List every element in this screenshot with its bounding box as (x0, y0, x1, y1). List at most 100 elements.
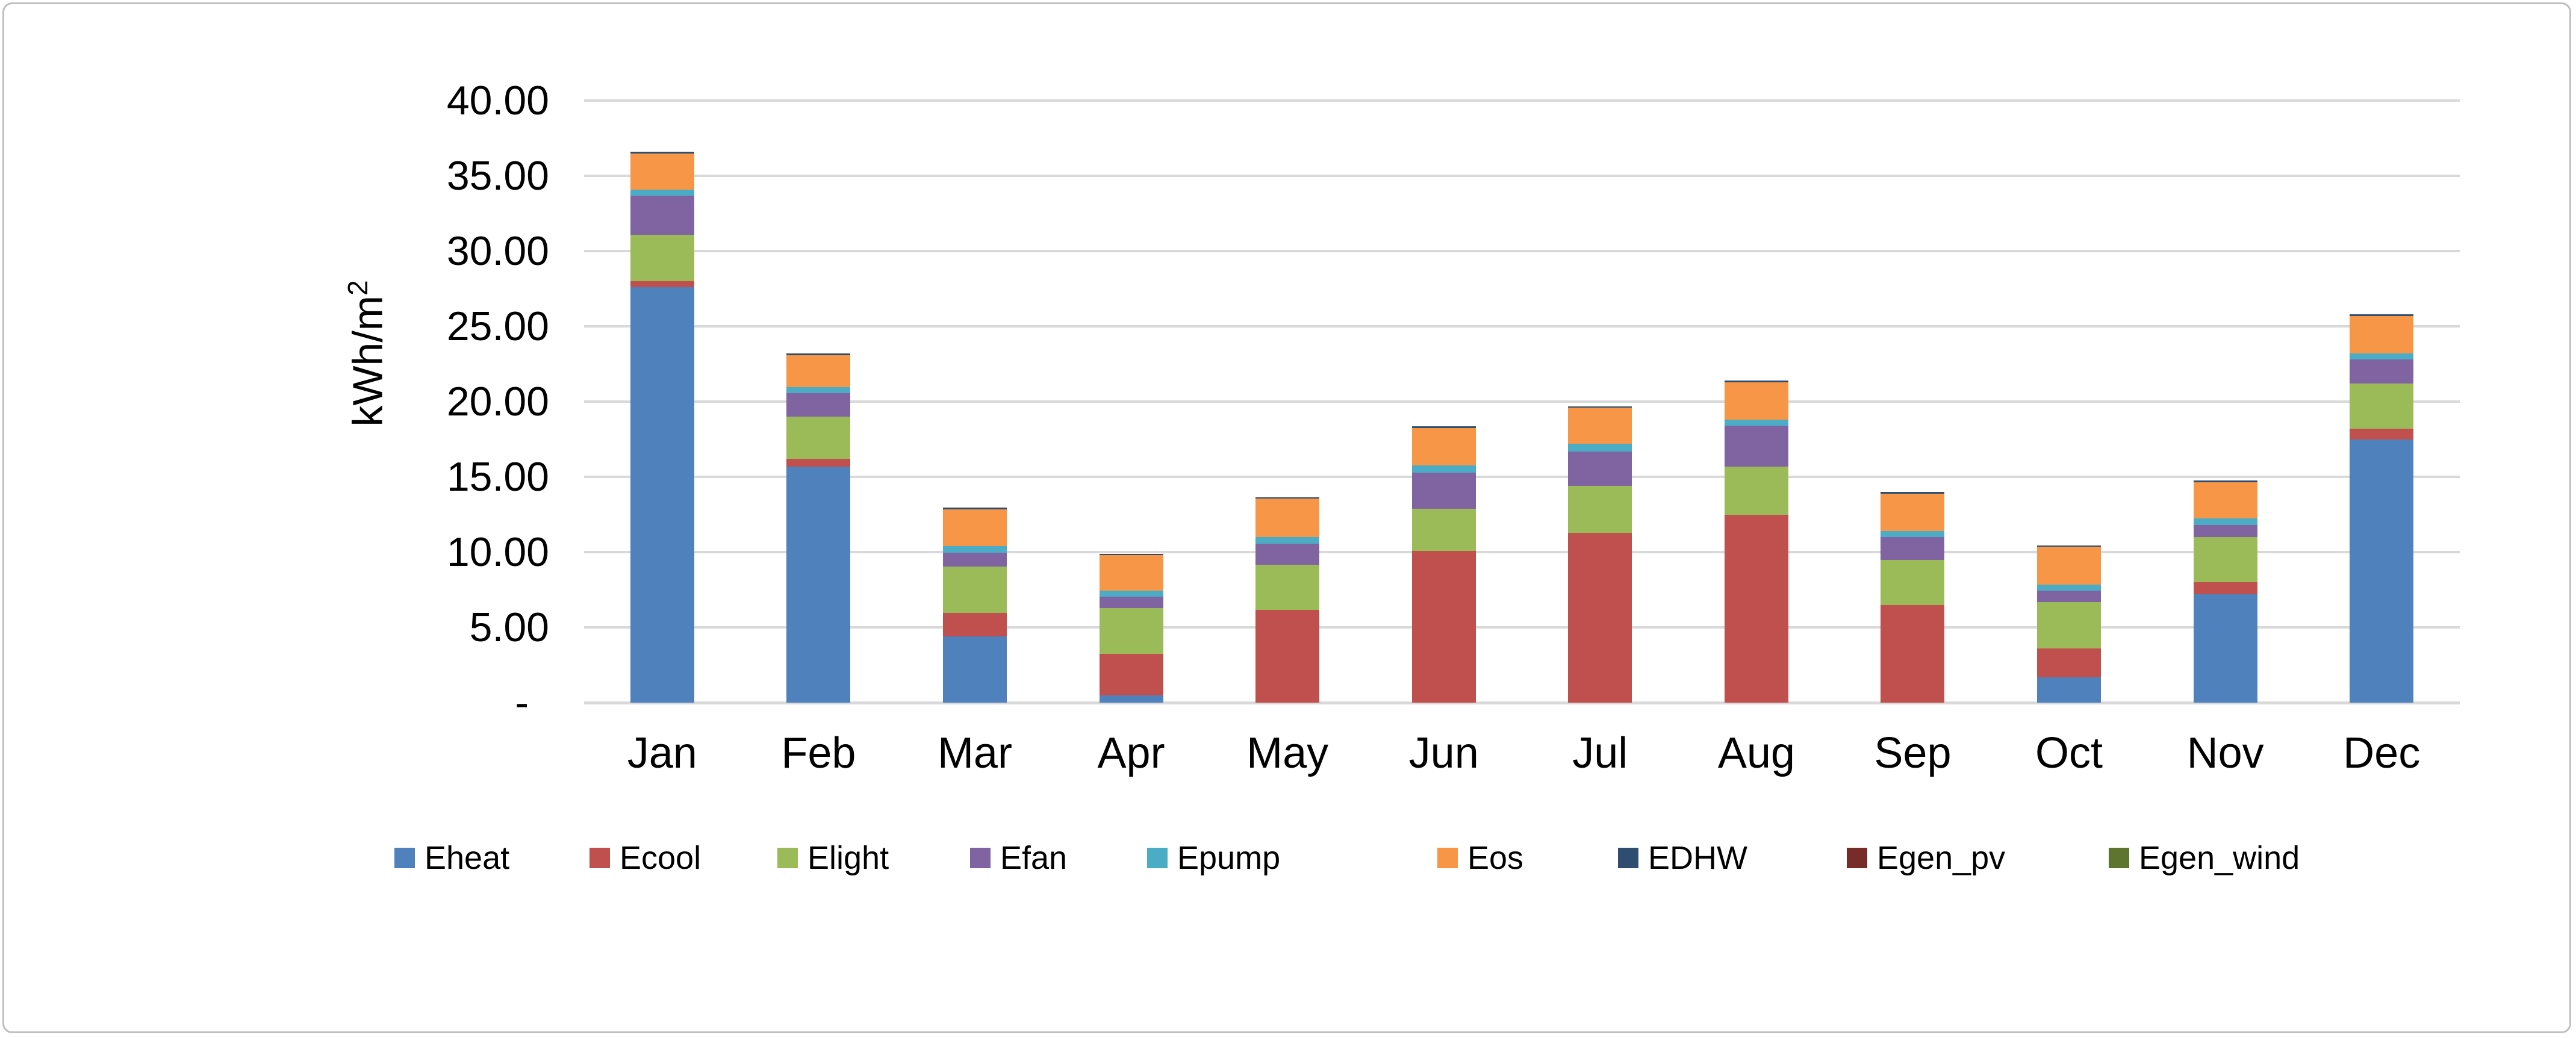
bar-segment-Ecool-Oct[interactable] (2037, 648, 2102, 677)
bar-Apr[interactable] (1099, 553, 1163, 703)
bar-segment-Ecool-May[interactable] (1255, 610, 1320, 703)
bar-segment-Ecool-Aug[interactable] (1724, 514, 1788, 703)
bar-segment-Elight-Jun[interactable] (1411, 508, 1476, 551)
bar-segment-Elight-Aug[interactable] (1724, 466, 1788, 515)
bar-segment-Eos-Mar[interactable] (942, 509, 1007, 546)
bar-segment-Efan-Dec[interactable] (2350, 359, 2414, 384)
bar-segment-Epump-May[interactable] (1255, 537, 1320, 544)
bar-segment-EDHW-May[interactable] (1255, 497, 1320, 499)
bar-segment-Epump-Mar[interactable] (942, 546, 1007, 553)
bar-segment-Eos-Feb[interactable] (786, 355, 851, 388)
bar-segment-Efan-May[interactable] (1255, 544, 1320, 565)
bar-segment-Elight-Feb[interactable] (786, 417, 851, 459)
bar-segment-Elight-Oct[interactable] (2037, 601, 2102, 648)
bar-segment-EDHW-Nov[interactable] (2193, 480, 2257, 482)
bar-segment-Efan-Jul[interactable] (1568, 451, 1632, 486)
bar-segment-Elight-Nov[interactable] (2193, 537, 2257, 582)
bar-segment-Eos-May[interactable] (1255, 499, 1320, 537)
bar-segment-EDHW-Aug[interactable] (1724, 381, 1788, 382)
bar-segment-Eheat-Apr[interactable] (1099, 695, 1163, 703)
bar-segment-Epump-Aug[interactable] (1724, 420, 1788, 426)
bar-segment-Eos-Dec[interactable] (2350, 315, 2414, 353)
bar-segment-EDHW-Apr[interactable] (1099, 553, 1163, 555)
legend-item-Efan[interactable]: Efan (970, 839, 1067, 877)
bar-segment-Eos-Jul[interactable] (1568, 408, 1632, 444)
bar-segment-Elight-Sep[interactable] (1881, 559, 1945, 605)
bar-segment-Ecool-Jul[interactable] (1568, 532, 1632, 703)
bar-segment-Ecool-Jan[interactable] (630, 281, 694, 287)
bar-May[interactable] (1255, 497, 1320, 703)
bar-segment-EDHW-Mar[interactable] (942, 508, 1007, 509)
bar-segment-Eheat-Nov[interactable] (2193, 594, 2257, 703)
legend-item-Egen_pv[interactable]: Egen_pv (1847, 839, 2005, 877)
bar-segment-Efan-Sep[interactable] (1881, 537, 1945, 560)
legend-item-Eos[interactable]: Eos (1437, 839, 1523, 877)
bar-segment-Epump-Dec[interactable] (2350, 353, 2414, 359)
bar-segment-Eheat-Dec[interactable] (2350, 439, 2414, 703)
bar-segment-Epump-Jan[interactable] (630, 189, 694, 196)
bar-segment-Ecool-Jun[interactable] (1411, 550, 1476, 703)
legend-item-Eheat[interactable]: Eheat (394, 839, 509, 877)
bar-segment-Ecool-Mar[interactable] (942, 613, 1007, 636)
bar-segment-EDHW-Sep[interactable] (1881, 492, 1945, 494)
legend-item-EDHW[interactable]: EDHW (1618, 839, 1747, 877)
bar-Jan[interactable] (630, 152, 694, 703)
bar-segment-Epump-Nov[interactable] (2193, 518, 2257, 525)
bar-segment-Eos-Aug[interactable] (1724, 382, 1788, 420)
bar-segment-Elight-May[interactable] (1255, 565, 1320, 611)
bar-segment-Efan-Jan[interactable] (630, 195, 694, 235)
bar-segment-Eheat-Mar[interactable] (942, 636, 1007, 703)
bar-Dec[interactable] (2350, 314, 2414, 703)
bar-segment-Epump-Oct[interactable] (2037, 584, 2102, 591)
bar-segment-Epump-Sep[interactable] (1881, 531, 1945, 537)
bar-Mar[interactable] (942, 508, 1007, 703)
legend-item-Ecool[interactable]: Ecool (590, 839, 701, 877)
bar-segment-EDHW-Jan[interactable] (630, 152, 694, 154)
bar-segment-Elight-Jul[interactable] (1568, 486, 1632, 533)
bar-segment-Efan-Nov[interactable] (2193, 525, 2257, 537)
bar-segment-Eheat-Feb[interactable] (786, 466, 851, 703)
bar-segment-Eheat-Oct[interactable] (2037, 677, 2102, 703)
bar-segment-Efan-Oct[interactable] (2037, 590, 2102, 602)
bar-segment-Efan-Feb[interactable] (786, 393, 851, 417)
bar-segment-Elight-Jan[interactable] (630, 234, 694, 281)
bar-segment-Efan-Aug[interactable] (1724, 426, 1788, 467)
bar-Nov[interactable] (2193, 480, 2257, 703)
bar-Feb[interactable] (786, 353, 851, 703)
bar-segment-Elight-Dec[interactable] (2350, 384, 2414, 429)
bar-segment-Eos-Apr[interactable] (1099, 555, 1163, 591)
bar-segment-Eheat-Jan[interactable] (630, 287, 694, 703)
bar-segment-Efan-Mar[interactable] (942, 553, 1007, 567)
bar-segment-Efan-Jun[interactable] (1411, 472, 1476, 509)
bar-Sep[interactable] (1881, 492, 1945, 703)
bar-segment-Elight-Apr[interactable] (1099, 608, 1163, 654)
bar-segment-Ecool-Apr[interactable] (1099, 653, 1163, 695)
bar-Jun[interactable] (1411, 426, 1476, 703)
bar-segment-Eos-Jan[interactable] (630, 153, 694, 190)
bar-segment-Elight-Mar[interactable] (942, 566, 1007, 614)
bar-segment-Epump-Jun[interactable] (1411, 465, 1476, 473)
bar-segment-Epump-Apr[interactable] (1099, 590, 1163, 597)
legend-item-Elight[interactable]: Elight (777, 839, 889, 877)
bar-segment-Eos-Nov[interactable] (2193, 482, 2257, 518)
bar-segment-EDHW-Dec[interactable] (2350, 314, 2414, 316)
bar-segment-Eos-Oct[interactable] (2037, 547, 2102, 585)
bar-segment-EDHW-Feb[interactable] (786, 353, 851, 355)
bar-segment-Ecool-Sep[interactable] (1881, 604, 1945, 703)
legend-item-Egen_wind[interactable]: Egen_wind (2109, 839, 2300, 877)
bar-segment-EDHW-Jul[interactable] (1568, 406, 1632, 408)
bar-Aug[interactable] (1724, 381, 1788, 703)
bar-segment-Epump-Jul[interactable] (1568, 444, 1632, 452)
bar-segment-Ecool-Feb[interactable] (786, 459, 851, 467)
bar-segment-Efan-Apr[interactable] (1099, 596, 1163, 608)
bar-Jul[interactable] (1568, 406, 1632, 703)
bar-segment-Epump-Feb[interactable] (786, 387, 851, 394)
bar-segment-Eos-Jun[interactable] (1411, 427, 1476, 466)
bar-Oct[interactable] (2037, 545, 2102, 703)
legend-item-Epump[interactable]: Epump (1147, 839, 1280, 877)
bar-segment-EDHW-Jun[interactable] (1411, 426, 1476, 428)
bar-segment-Ecool-Dec[interactable] (2350, 429, 2414, 440)
bar-segment-Eos-Sep[interactable] (1881, 493, 1945, 531)
bar-segment-Ecool-Nov[interactable] (2193, 582, 2257, 594)
bar-segment-EDHW-Oct[interactable] (2037, 545, 2102, 547)
